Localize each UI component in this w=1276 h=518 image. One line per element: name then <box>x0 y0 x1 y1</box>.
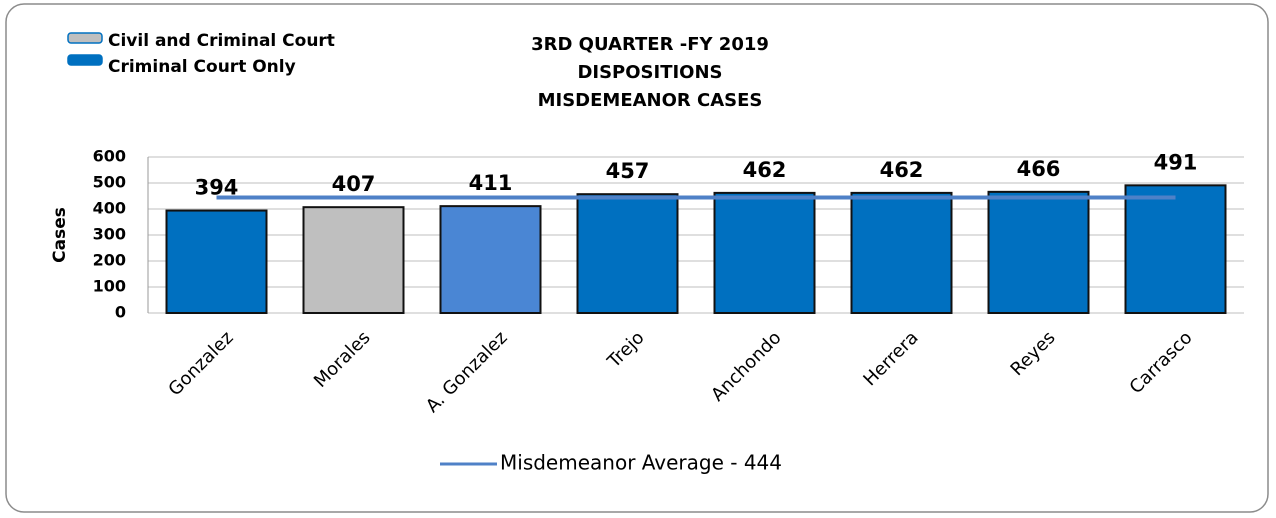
legend-label: Misdemeanor Average - 444 <box>500 451 782 475</box>
bar <box>1124 184 1227 314</box>
bar <box>302 206 405 314</box>
y-axis-label: Cases <box>50 207 70 263</box>
y-tick-label: 300 <box>93 225 126 244</box>
y-tick-label: 0 <box>115 303 126 322</box>
bar <box>850 191 953 315</box>
legend-swatch <box>67 54 103 66</box>
bar <box>713 191 816 315</box>
chart-title: MISDEMEANOR CASES <box>538 90 763 111</box>
bar <box>576 193 679 314</box>
data-label: 462 <box>743 158 787 182</box>
legend-label: Criminal Court Only <box>108 57 296 77</box>
bar <box>987 190 1090 314</box>
data-label: 466 <box>1017 157 1061 181</box>
y-tick-label: 100 <box>93 277 126 296</box>
data-label: 411 <box>469 171 513 195</box>
chart-title: DISPOSITIONS <box>577 62 722 83</box>
data-label: 462 <box>880 158 924 182</box>
y-tick-label: 500 <box>93 173 126 192</box>
bar <box>165 209 268 314</box>
y-tick-label: 600 <box>93 147 126 166</box>
y-tick-label: 200 <box>93 251 126 270</box>
data-label: 457 <box>606 159 650 183</box>
legend-label: Civil and Criminal Court <box>108 31 335 51</box>
data-label: 407 <box>332 172 376 196</box>
bar <box>439 205 542 314</box>
data-label: 491 <box>1154 150 1198 174</box>
chart-title: 3RD QUARTER -FY 2019 <box>531 34 769 55</box>
legend-swatch <box>67 32 103 44</box>
y-tick-label: 400 <box>93 199 126 218</box>
